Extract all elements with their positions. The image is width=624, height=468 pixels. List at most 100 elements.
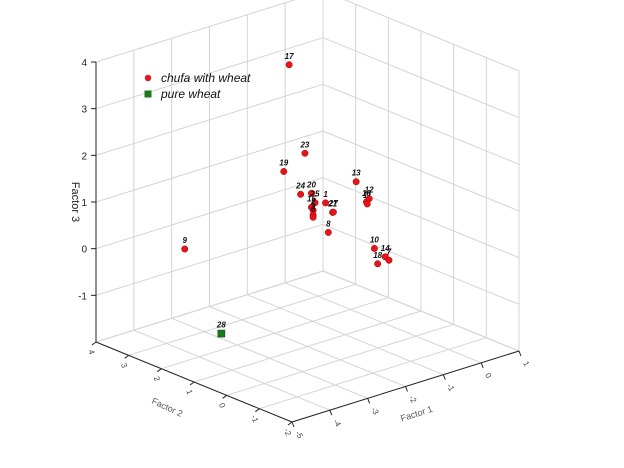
- gridline-floor-y: [161, 297, 389, 370]
- x-tick-label: -2: [407, 394, 419, 405]
- point-circle: [301, 149, 309, 157]
- gridline-backwall-z: [95, 37, 324, 110]
- point-label: 27: [328, 199, 338, 208]
- point-label: 25: [310, 190, 320, 199]
- gridline-rightwall-z: [343, 0, 520, 72]
- y-tick: [189, 381, 195, 386]
- x-tick-label: 0: [483, 371, 493, 380]
- point-circle: [280, 168, 288, 175]
- x-tick-label: -4: [331, 418, 343, 429]
- point-label: 3: [311, 202, 316, 211]
- x-tick-label: -3: [369, 406, 381, 417]
- point-circle: [329, 208, 337, 216]
- point-circle: [308, 189, 315, 197]
- gridlines: [95, 0, 520, 423]
- x-tick: [291, 421, 295, 428]
- gridline-backwall-z: [95, 130, 324, 203]
- point-label: 24: [295, 181, 305, 190]
- z-tick-label: 2: [81, 151, 87, 162]
- point-label: 12: [365, 186, 374, 195]
- point-circle: [370, 245, 378, 252]
- point-label: 11: [363, 191, 372, 200]
- point-circle: [352, 178, 360, 186]
- point-label: 17: [285, 52, 294, 61]
- point-label: 15: [307, 194, 316, 203]
- point-label: 20: [306, 180, 316, 189]
- point-circle: [324, 228, 332, 236]
- z-tick-label: 0: [81, 245, 87, 256]
- point-label: 9: [183, 236, 188, 245]
- gridline-rightwall-z: [322, 37, 520, 119]
- point-label: 8: [326, 219, 331, 228]
- z-tick-label: 4: [81, 58, 87, 69]
- x-tick: [367, 398, 371, 404]
- y-tick-label: -2: [282, 427, 293, 437]
- x-tick-label: -1: [445, 382, 457, 393]
- legend-marker-circle: [144, 74, 152, 82]
- point-label: 13: [352, 169, 361, 178]
- point-circle: [285, 61, 293, 69]
- point-label: 21: [327, 199, 337, 208]
- y-tick-label: 1: [184, 389, 194, 397]
- point-circle: [311, 199, 319, 207]
- x-tick: [329, 409, 333, 416]
- point-circle: [374, 260, 382, 268]
- gridline-backwall-z: [95, 270, 324, 343]
- point-circle: [365, 195, 373, 203]
- gridline-backwall-z: [95, 177, 324, 250]
- point-label: 28: [216, 321, 226, 330]
- gridline-floor-y: [259, 337, 487, 410]
- point-circle: [181, 245, 189, 253]
- gridline-backwall-z: [95, 223, 324, 296]
- gridline-floor-y: [226, 323, 454, 396]
- point-label: 2: [310, 197, 316, 206]
- y-tick-label: 0: [217, 402, 227, 410]
- y-tick-label: 3: [119, 362, 129, 370]
- y-tick: [255, 408, 260, 413]
- legend-label: chufa with wheat: [161, 71, 251, 85]
- point-square: [217, 329, 226, 338]
- point-circle: [385, 256, 393, 264]
- gridline-floor-y: [128, 283, 356, 356]
- y-tick-label: -1: [249, 414, 260, 424]
- gridline-rightwall-z: [322, 83, 520, 165]
- x-tick: [480, 362, 484, 369]
- x-tick: [405, 386, 408, 392]
- y-tick-label: 2: [152, 375, 162, 383]
- x-tick-label: -5: [293, 429, 305, 440]
- z-axis-title: Factor 3: [69, 182, 81, 222]
- y-tick-label: 4: [86, 349, 96, 357]
- point-circle: [309, 213, 317, 221]
- point-label: 14: [381, 244, 390, 253]
- x-tick: [518, 350, 522, 357]
- z-tick-label: 3: [81, 105, 87, 116]
- z-tick-label: 1: [81, 198, 87, 209]
- point-label: 23: [299, 140, 309, 149]
- y-tick: [124, 354, 129, 359]
- gridline-rightwall-z: [322, 223, 520, 305]
- y-tick: [222, 394, 227, 399]
- point-label: 18: [373, 251, 382, 260]
- y-tick: [157, 368, 162, 373]
- gridline-floor-y: [193, 310, 422, 383]
- y-tick: [287, 421, 293, 426]
- legend-marker-square: [144, 90, 152, 98]
- point-label: 1: [323, 190, 328, 199]
- legend: chufa with wheat pure wheat: [144, 71, 251, 101]
- x-tick-label: 1: [521, 360, 531, 369]
- point-label: 10: [370, 235, 379, 244]
- point-label: 16: [362, 189, 371, 198]
- point-circle: [322, 199, 330, 207]
- point-label: 6: [311, 204, 316, 213]
- legend-label: pure wheat: [160, 87, 221, 101]
- point-label: 7: [387, 247, 392, 256]
- point-circle: [297, 190, 305, 198]
- z-tick-label: -1: [78, 291, 87, 302]
- gridline-rightwall-z: [322, 177, 520, 259]
- x-tick: [442, 374, 446, 380]
- point-label: 19: [279, 158, 288, 167]
- gridline-rightwall-z: [322, 130, 520, 212]
